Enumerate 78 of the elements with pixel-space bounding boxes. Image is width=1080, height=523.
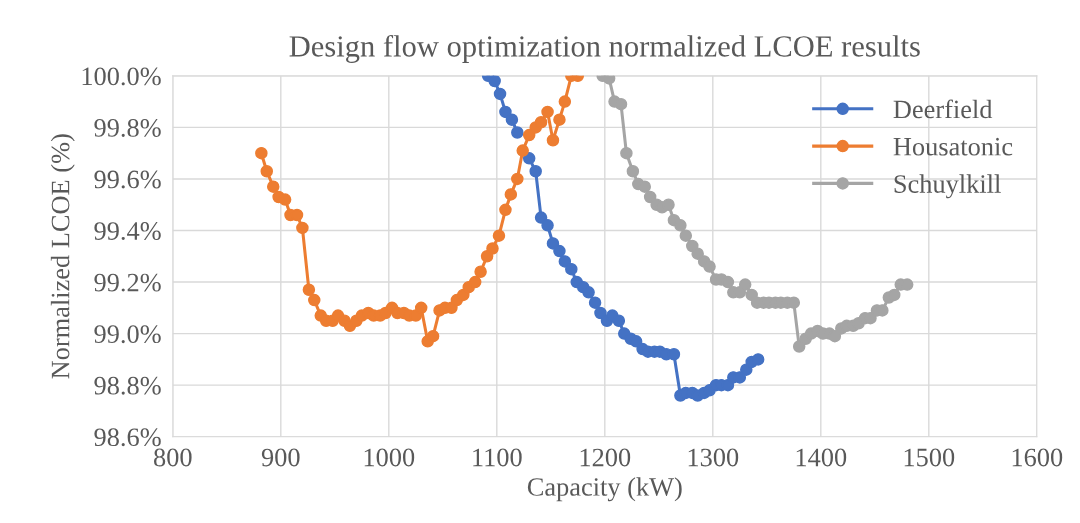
x-axis-title: Capacity (kW) (527, 477, 682, 502)
point (474, 265, 487, 278)
point (588, 296, 602, 309)
point (662, 198, 675, 211)
point (553, 113, 566, 126)
y-tick-label: 98.8% (94, 376, 161, 395)
y-tick-label: 100.0% (82, 67, 161, 86)
x-tick-label: 1100 (473, 448, 522, 467)
y-tick-label: 99.0% (94, 325, 161, 344)
point (529, 164, 542, 178)
point (602, 75, 616, 85)
chart-title: Design flow optimization normalized LCOE results (289, 34, 920, 63)
point (751, 353, 765, 366)
point (308, 293, 321, 307)
point (721, 275, 735, 289)
point (553, 244, 566, 258)
point (638, 180, 652, 193)
point (612, 314, 626, 327)
point (738, 278, 752, 291)
x-tick-label: 1400 (796, 448, 847, 467)
point (594, 306, 607, 320)
x-tick-label: 1200 (580, 448, 631, 467)
point (296, 221, 309, 235)
point (674, 219, 687, 232)
point (643, 190, 657, 204)
point (691, 247, 704, 260)
point (792, 340, 806, 353)
point (260, 164, 274, 178)
point (534, 211, 548, 224)
point (414, 301, 428, 315)
point (486, 242, 499, 255)
y-tick-label: 99.4% (94, 222, 161, 241)
legend-label: Schuylkill (894, 174, 1001, 199)
point (565, 262, 578, 276)
y-tick-label: 98.6% (94, 428, 161, 447)
y-tick-label: 99.8% (94, 118, 161, 137)
point (499, 105, 512, 119)
point (620, 146, 633, 160)
point (534, 115, 548, 129)
y-tick-label: 99.6% (94, 170, 161, 189)
point (278, 193, 292, 206)
point (426, 329, 440, 343)
point (505, 113, 519, 126)
point (493, 87, 507, 101)
point (255, 146, 268, 160)
point (558, 255, 572, 268)
point (488, 75, 501, 88)
x-tick-label: 800 (154, 448, 192, 467)
point (511, 172, 524, 186)
x-tick-label: 900 (261, 448, 300, 467)
point (468, 275, 482, 289)
y-axis-title: Normalized LCOE (%) (50, 134, 75, 379)
legend-label: Housatonic (893, 137, 1013, 156)
point (546, 237, 560, 250)
point (626, 164, 640, 178)
point (887, 288, 901, 302)
point (266, 180, 280, 193)
point (679, 229, 693, 242)
point (558, 95, 572, 108)
x-tick-label: 1300 (688, 448, 739, 467)
x-tick-label: 1500 (904, 448, 955, 467)
point (492, 229, 506, 242)
point (541, 219, 554, 232)
point (614, 97, 628, 111)
x-tick-label: 1600 (1012, 448, 1063, 467)
point (629, 335, 643, 348)
point (499, 203, 512, 217)
point (504, 188, 518, 201)
point (302, 283, 316, 297)
point (516, 144, 529, 157)
point (582, 286, 595, 299)
point (546, 134, 560, 147)
point (511, 126, 524, 139)
point (703, 260, 716, 273)
point (541, 105, 554, 119)
legend-label: Deerfield (893, 99, 993, 119)
x-tick-label: 1000 (364, 448, 415, 467)
y-tick-label: 99.2% (94, 273, 161, 292)
